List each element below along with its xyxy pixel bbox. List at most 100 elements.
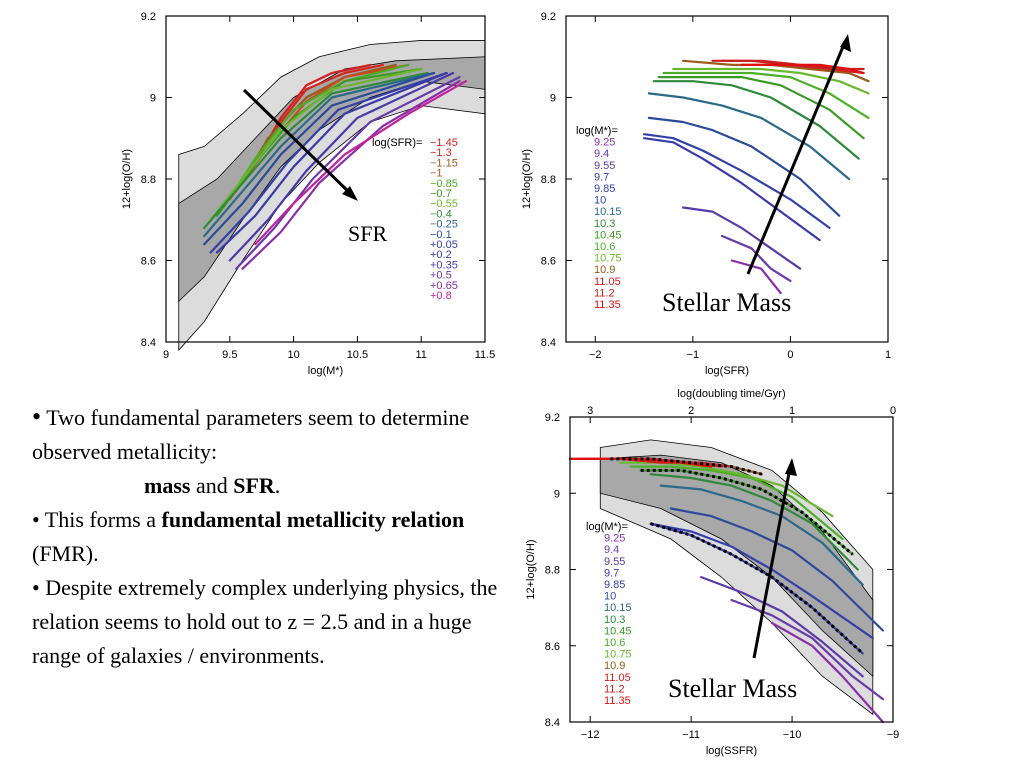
panel2-series-line-9: [662, 71, 870, 120]
panel2-ytick-label-1: 8.6: [541, 256, 556, 268]
panel3-series-line-9: [629, 465, 844, 541]
panel2-series-line-10: [672, 67, 870, 95]
panel2-xtick-label-1: −1: [687, 349, 700, 361]
p1-series-lines: [203, 63, 467, 270]
panel1-ytick-label-0: 8.4: [141, 337, 156, 349]
panel2-legend-entry-3: 9.7: [594, 171, 609, 183]
p1-sfr-arrow: [242, 88, 355, 198]
panel2-series-line-0: [730, 259, 782, 295]
panel1-series-line-6: [209, 67, 423, 221]
panel1-legend-entry-7: −0.4: [430, 208, 452, 220]
panel3-legend-entry-11: 10.9: [604, 660, 625, 672]
panel2-ytick-label-3: 9: [550, 93, 556, 105]
panel3-xtick-label-0: −12: [581, 729, 600, 741]
panel2-series-line-6: [647, 92, 851, 181]
panel2-series-line-7: [652, 80, 860, 160]
bullet-1-text: Two fundamental parameters seem to deter…: [32, 405, 470, 464]
p3-annotation-stellar-mass: Stellar Mass: [668, 674, 797, 703]
panel1-legend-entry-11: +0.2: [430, 249, 452, 261]
panel1-legend-entry-10: +0.05: [430, 239, 458, 251]
p2-mass-arrow-head: [840, 34, 851, 52]
panel3-legend-title: log(M*)=: [586, 521, 628, 533]
panel1-ytick-label-2: 8.8: [141, 174, 156, 186]
panel1-series-line-15: [254, 80, 467, 246]
panel2-series-line-3: [642, 137, 821, 242]
p1-sfr-arrow-head: [342, 186, 358, 201]
panel1-series-line-11: [215, 71, 448, 254]
panel3-legend-entry-8: 10.45: [604, 625, 632, 637]
bullet-2-suffix: (FMR).: [32, 541, 99, 566]
bullet-2-prefix: • This forms a: [32, 507, 162, 532]
panel1-xtick-label-4: 11: [415, 349, 426, 361]
panel3-legend-entry-6: 10.15: [604, 602, 632, 614]
bullet-1-mass: mass: [144, 473, 191, 498]
panel2-series-line-2: [681, 206, 802, 270]
panel3-legend-entry-13: 11.2: [604, 683, 625, 695]
p1-ticks: 9 9.5 10 10.5 11 11.5 8.4 8.6 8.8 9 9.2: [141, 11, 496, 361]
panel1-xtick-label-3: 10.5: [347, 349, 368, 361]
panel3-legend-entry-12: 11.05: [604, 672, 631, 684]
panel2-legend-entry-8: 10.45: [594, 229, 622, 241]
p3-mass-arrow-head: [785, 458, 797, 476]
panel3-series-line-4: [649, 522, 874, 640]
panel3-legend-entry-14: 11.35: [604, 695, 631, 707]
panel1-series-line-9: [203, 71, 436, 246]
p2-x-axis-label: log(SFR): [705, 365, 749, 377]
bullet-1-emphasis: mass and SFR.: [32, 469, 502, 503]
panel1-ytick-label-4: 9.2: [141, 11, 156, 23]
panel2-xtick-label-0: −2: [589, 349, 602, 361]
p3-top-tick-label-0: 3: [587, 405, 593, 417]
panel3-legend-entry-5: 10: [604, 591, 616, 603]
panel2-ytick-label-2: 8.8: [541, 174, 556, 186]
p3-y-axis-label: 12+log(O/H): [525, 539, 537, 599]
panel1-series-line-10: [209, 71, 448, 254]
panel1-legend-entry-6: −0.55: [430, 198, 458, 210]
panel3-xtick-label-1: −11: [682, 729, 700, 741]
bullet-1-end: .: [274, 473, 281, 498]
p2-series-lines: [642, 59, 870, 295]
panel1-legend-entry-1: −1.3: [430, 147, 452, 159]
panel3-series-line-0: [770, 621, 885, 724]
panel3-legend-entry-1: 9.4: [604, 544, 619, 556]
panel2-xtick-label-2: 0: [787, 349, 793, 361]
panel1-legend-entry-13: +0.5: [430, 270, 452, 282]
p3-fit-line-1: [640, 468, 854, 556]
panel3-xtick-label-3: −9: [887, 729, 900, 741]
panel2-legend-entry-13: 11.2: [594, 287, 615, 299]
panel3-legend-entry-9: 10.6: [604, 637, 625, 649]
panel2-legend-entry-9: 10.6: [594, 241, 615, 253]
panel-sfr-metallicity: −2 −1 0 1 8.4 8.6 8.8 9 9.2 log(SFR) 12+log(O/H)…: [521, 11, 891, 377]
p1-legend: log(SFR)= −1.45−1.3−1.15−1−0.85−0.7−0.55−…: [372, 137, 458, 302]
panel2-legend-entry-10: 10.75: [594, 253, 622, 265]
p3-top-tick-label-3: 0: [890, 405, 896, 417]
panel1-legend-entry-8: −0.25: [430, 219, 458, 231]
bullet-1-marker: •: [32, 402, 42, 431]
bullet-list: • Two fundamental parameters seem to det…: [32, 400, 502, 673]
panel3-series-line-1: [730, 598, 885, 701]
panel2-series-line-5: [647, 116, 841, 217]
panel2-series-line-4: [642, 133, 831, 229]
panel1-series-line-14: [241, 80, 461, 270]
p3-mass-arrow: [752, 467, 792, 659]
p3-x-axis-label: log(SSFR): [706, 745, 757, 757]
p3-fit-lines: [610, 457, 864, 655]
panel1-series-line-13: [235, 75, 461, 270]
panel3-series-line-7: [649, 473, 859, 571]
panel3-xtick-label-2: −10: [783, 729, 802, 741]
panel1-legend-entry-4: −0.85: [430, 178, 458, 190]
bullet-1-and: and: [190, 473, 234, 498]
panel1-legend-entry-14: +0.65: [430, 280, 458, 292]
panel1-xtick-label-0: 9: [163, 349, 169, 361]
panel2-series-line-11: [681, 59, 870, 83]
panel1-legend-entry-9: −0.1: [430, 229, 452, 241]
panel2-legend-entry-6: 10.15: [594, 206, 622, 218]
panel-mass-metallicity: 9 9.5 10 10.5 11 11.5 8.4 8.6 8.8 9 9.2 log(M*) 12…: [121, 11, 495, 377]
panel3-ytick-label-3: 9: [554, 488, 560, 500]
panel1-xtick-label-1: 9.5: [222, 349, 237, 361]
panel2-legend-entry-2: 9.55: [594, 160, 615, 172]
panel2-legend-entry-4: 9.85: [594, 183, 615, 195]
panel2-series-line-1: [720, 234, 792, 282]
p1-annotation-sfr: SFR: [348, 221, 387, 246]
